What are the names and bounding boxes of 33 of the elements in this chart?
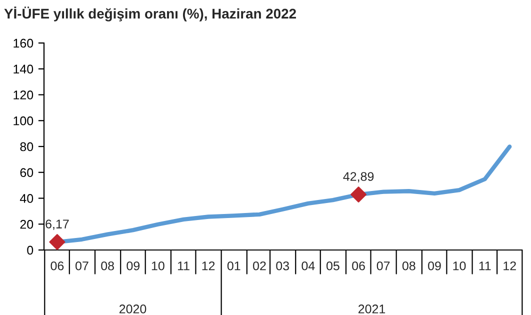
- x-tick-label: 05: [326, 261, 340, 270]
- y-tick-label: 40: [20, 194, 34, 203]
- x-tick-label: 03: [276, 261, 289, 270]
- x-tick-label: 06: [50, 261, 64, 270]
- x-tick-label: 06: [352, 261, 365, 270]
- x-tick-label: 12: [504, 261, 516, 270]
- y-tick-label: 120: [14, 90, 34, 100]
- x-tick-label: 02: [253, 261, 266, 270]
- chart-title: Yİ-ÜFE yıllık değişim oranı (%), Haziran 2022: [4, 6, 296, 22]
- x-tick-label: 09: [428, 261, 441, 270]
- data-label: 42,89: [343, 172, 374, 182]
- y-tick-label: 80: [20, 142, 34, 152]
- x-tick-label: 10: [453, 261, 466, 270]
- x-tick-label: 08: [101, 261, 114, 270]
- x-tick-label: 11: [178, 262, 190, 270]
- text: 2021: [358, 304, 386, 314]
- data-label: 6,17: [46, 220, 69, 230]
- x-tick-label: 04: [302, 261, 315, 270]
- x-tick-label: 10: [152, 261, 164, 270]
- x-tick-label: 07: [76, 261, 88, 270]
- x-tick-label: 12: [202, 261, 215, 270]
- x-tick-label: 11: [479, 262, 491, 270]
- y-tick-label: 20: [20, 220, 34, 229]
- x-tick-label: 08: [402, 261, 416, 270]
- y-tick-label: 60: [20, 168, 34, 178]
- x-tick-label: 09: [126, 261, 140, 270]
- y-tick-label: 0: [27, 246, 34, 255]
- y-tick-label: 140: [14, 64, 34, 74]
- y-tick-label: 160: [14, 38, 34, 48]
- x-tick-label: 07: [376, 261, 390, 270]
- x-tick-label: 01: [227, 261, 240, 270]
- y-tick-label: 100: [14, 116, 34, 126]
- text: 2020: [119, 304, 146, 314]
